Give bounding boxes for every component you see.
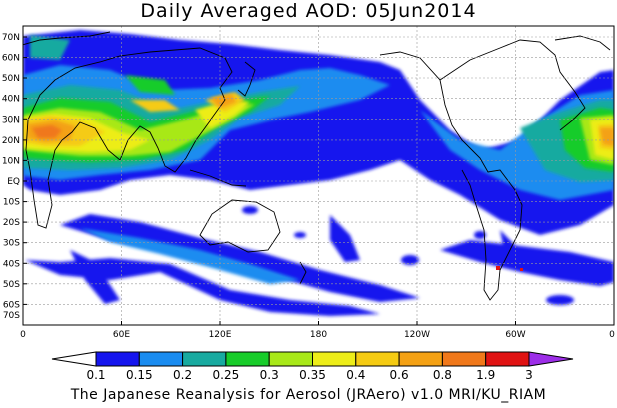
lon-label: 60W (505, 330, 525, 340)
lat-label: 40N (2, 95, 20, 105)
colorbar-segment (268, 351, 314, 367)
colorbar-min-arrow (51, 351, 97, 367)
lon-label: 120W (404, 330, 430, 340)
lat-label: 10N (2, 156, 20, 166)
colorbar-label: 0.25 (213, 368, 240, 382)
colorbar-label: 3 (525, 368, 533, 382)
lat-label: 30N (2, 115, 20, 125)
colorbar-segment (312, 351, 357, 367)
colorbar-segment (225, 351, 270, 367)
lon-label: 180 (310, 330, 327, 340)
lat-label: 20S (3, 218, 20, 228)
aod-field (23, 30, 614, 316)
colorbar-label: 0.15 (126, 368, 153, 382)
lat-label: 20N (2, 136, 20, 146)
colorbar-label: 0.6 (390, 368, 409, 382)
lat-label: 60S (3, 300, 20, 310)
lat-label: 70N (2, 33, 20, 43)
colorbar-segment (485, 351, 530, 367)
lat-label: 50S (3, 280, 20, 290)
lat-label: 10S (3, 198, 20, 208)
lon-label: 120E (209, 330, 232, 340)
lat-label: EQ (7, 177, 20, 187)
lat-label: 70S (3, 311, 20, 321)
colorbar-segment (398, 351, 443, 367)
lat-label: 60N (2, 54, 20, 64)
colorbar-segment (441, 351, 487, 367)
lat-label: 30S (3, 239, 20, 249)
colorbar-label: 0.1 (86, 368, 105, 382)
map-title: Daily Averaged AOD: 05Jun2014 (140, 0, 477, 22)
colorbar-label: 0.4 (346, 368, 365, 382)
colorbar-segment (182, 351, 227, 367)
colorbar: 0.1 0.15 0.2 0.25 0.3 0.35 0.4 0.6 0.8 1.9 3 (51, 351, 574, 382)
footer-credit: The Japanese Reanalysis for Aerosol (JRA… (70, 387, 547, 403)
colorbar-segment (95, 351, 140, 367)
lat-label: 40S (3, 259, 20, 269)
longitude-labels: 0 60E 120E 180 120W 60W 0 (20, 330, 615, 340)
colorbar-segment (138, 351, 184, 367)
colorbar-label: 0.3 (260, 368, 279, 382)
lon-label: 0 (20, 330, 26, 340)
graticule (23, 26, 614, 325)
lon-label: 0 (609, 330, 615, 340)
lat-label: 50N (2, 74, 20, 84)
colorbar-label: 0.2 (173, 368, 192, 382)
axis-ticks (23, 36, 516, 325)
coastlines (23, 31, 611, 301)
colorbar-segment (355, 351, 400, 367)
colorbar-label: 0.35 (299, 368, 326, 382)
colorbar-max-arrow (528, 351, 574, 367)
colorbar-label: 1.9 (476, 368, 495, 382)
lon-label: 60E (113, 330, 130, 340)
colorbar-label: 0.8 (433, 368, 452, 382)
latitude-labels: 70N 60N 50N 40N 30N 20N 10N EQ 10S 20S 3… (2, 33, 20, 321)
